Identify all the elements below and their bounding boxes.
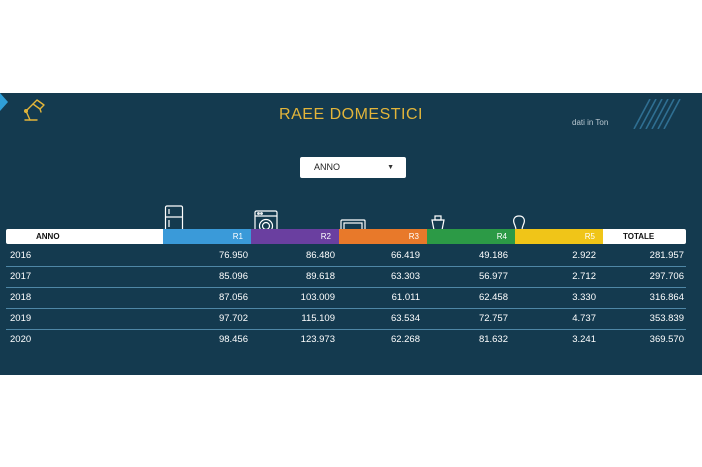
unit-note: dati in Ton [572, 118, 609, 127]
table-header: ANNO R1 R2 R3 R4 R5 TOTALE [6, 229, 686, 244]
cell-totale: 281.957 [649, 250, 684, 261]
cell-r5: 3.330 [572, 292, 596, 303]
anno-filter-label: ANNO [314, 162, 341, 172]
cell-r2: 89.618 [305, 271, 335, 282]
cell-r1: 97.702 [218, 313, 248, 324]
table-row: 2016 76.950 86.480 66.419 49.186 2.922 2… [6, 246, 686, 267]
header-anno: ANNO [6, 229, 163, 244]
table-row: 2018 87.056 103.009 61.011 62.458 3.330 … [6, 288, 686, 309]
cell-r2: 103.009 [300, 292, 335, 303]
cell-r3: 66.419 [390, 250, 420, 261]
raee-panel: RAEE DOMESTICI dati in Ton ANNO ▼ [0, 93, 702, 375]
header-totale: TOTALE [603, 229, 686, 244]
header-r1: R1 [163, 229, 251, 244]
cell-anno: 2019 [10, 313, 32, 324]
cell-totale: 369.570 [649, 334, 684, 345]
cell-r4: 56.977 [478, 271, 508, 282]
cell-r2: 115.109 [301, 313, 335, 324]
cell-r3: 63.534 [390, 313, 420, 324]
table-row: 2020 98.456 123.973 62.268 81.632 3.241 … [6, 330, 686, 350]
corner-tab [0, 93, 8, 111]
header-r5: R5 [515, 229, 603, 244]
cell-r3: 62.268 [390, 334, 420, 345]
cell-r5: 2.712 [572, 271, 596, 282]
cell-totale: 316.864 [649, 292, 684, 303]
table-row: 2019 97.702 115.109 63.534 72.757 4.737 … [6, 309, 686, 330]
cell-r3: 63.303 [390, 271, 420, 282]
cell-r2: 123.973 [300, 334, 335, 345]
cell-totale: 297.706 [649, 271, 684, 282]
cell-r5: 3.241 [572, 334, 596, 345]
cell-r1: 98.456 [218, 334, 248, 345]
page-title: RAEE DOMESTICI [279, 106, 423, 123]
header-r2: R2 [251, 229, 339, 244]
cell-r4: 81.632 [478, 334, 508, 345]
cell-r1: 76.950 [218, 250, 248, 261]
cell-anno: 2016 [10, 250, 32, 261]
cell-r2: 86.480 [305, 250, 335, 261]
cell-r4: 62.458 [478, 292, 508, 303]
cell-r5: 4.737 [572, 313, 596, 324]
cell-anno: 2017 [10, 271, 32, 282]
cell-totale: 353.839 [649, 313, 684, 324]
cell-r1: 87.056 [218, 292, 248, 303]
header-r4: R4 [427, 229, 515, 244]
cell-r5: 2.922 [572, 250, 596, 261]
chevron-down-icon: ▼ [387, 164, 394, 171]
header-r3: R3 [339, 229, 427, 244]
cell-r4: 72.757 [478, 313, 508, 324]
cell-r4: 49.186 [478, 250, 508, 261]
data-table: 2016 76.950 86.480 66.419 49.186 2.922 2… [6, 246, 686, 350]
anno-filter-dropdown[interactable]: ANNO ▼ [300, 157, 406, 178]
desk-lamp-icon [23, 99, 45, 121]
decorative-stripes [633, 99, 681, 129]
cell-anno: 2018 [10, 292, 32, 303]
cell-anno: 2020 [10, 334, 32, 345]
cell-r3: 61.011 [391, 292, 420, 303]
cell-r1: 85.096 [218, 271, 248, 282]
table-row: 2017 85.096 89.618 63.303 56.977 2.712 2… [6, 267, 686, 288]
